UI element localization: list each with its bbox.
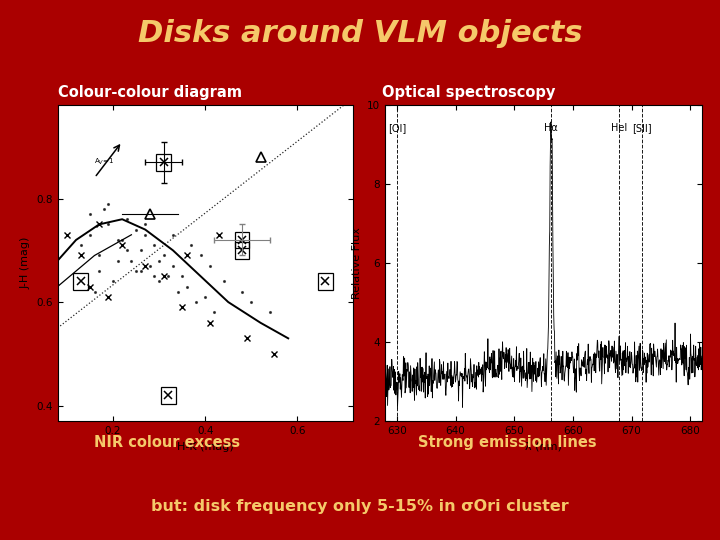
Bar bbox=[156, 154, 171, 171]
Text: Strong emission lines: Strong emission lines bbox=[418, 435, 596, 450]
Bar bbox=[235, 232, 249, 248]
Bar bbox=[161, 387, 176, 403]
Y-axis label: Relative Flux: Relative Flux bbox=[351, 227, 361, 299]
Text: [OI]: [OI] bbox=[388, 123, 406, 133]
Text: HeI: HeI bbox=[611, 123, 627, 133]
Bar bbox=[73, 273, 88, 289]
Bar bbox=[318, 273, 333, 289]
Text: NIR colour excess: NIR colour excess bbox=[94, 435, 240, 450]
Text: [SII]: [SII] bbox=[631, 123, 652, 133]
Text: but: disk frequency only 5-15% in σOri cluster: but: disk frequency only 5-15% in σOri c… bbox=[151, 500, 569, 515]
Text: Disks around VLM objects: Disks around VLM objects bbox=[138, 19, 582, 48]
Text: Hα: Hα bbox=[544, 123, 558, 133]
Y-axis label: J-H (mag): J-H (mag) bbox=[21, 237, 31, 289]
Text: Colour-colour diagram: Colour-colour diagram bbox=[58, 85, 242, 100]
Bar bbox=[235, 242, 249, 259]
X-axis label: H-K (mag): H-K (mag) bbox=[177, 442, 233, 451]
X-axis label: λ (nm): λ (nm) bbox=[525, 442, 562, 451]
Text: A$_V$=1: A$_V$=1 bbox=[94, 157, 114, 167]
Text: Optical spectroscopy: Optical spectroscopy bbox=[382, 85, 555, 100]
